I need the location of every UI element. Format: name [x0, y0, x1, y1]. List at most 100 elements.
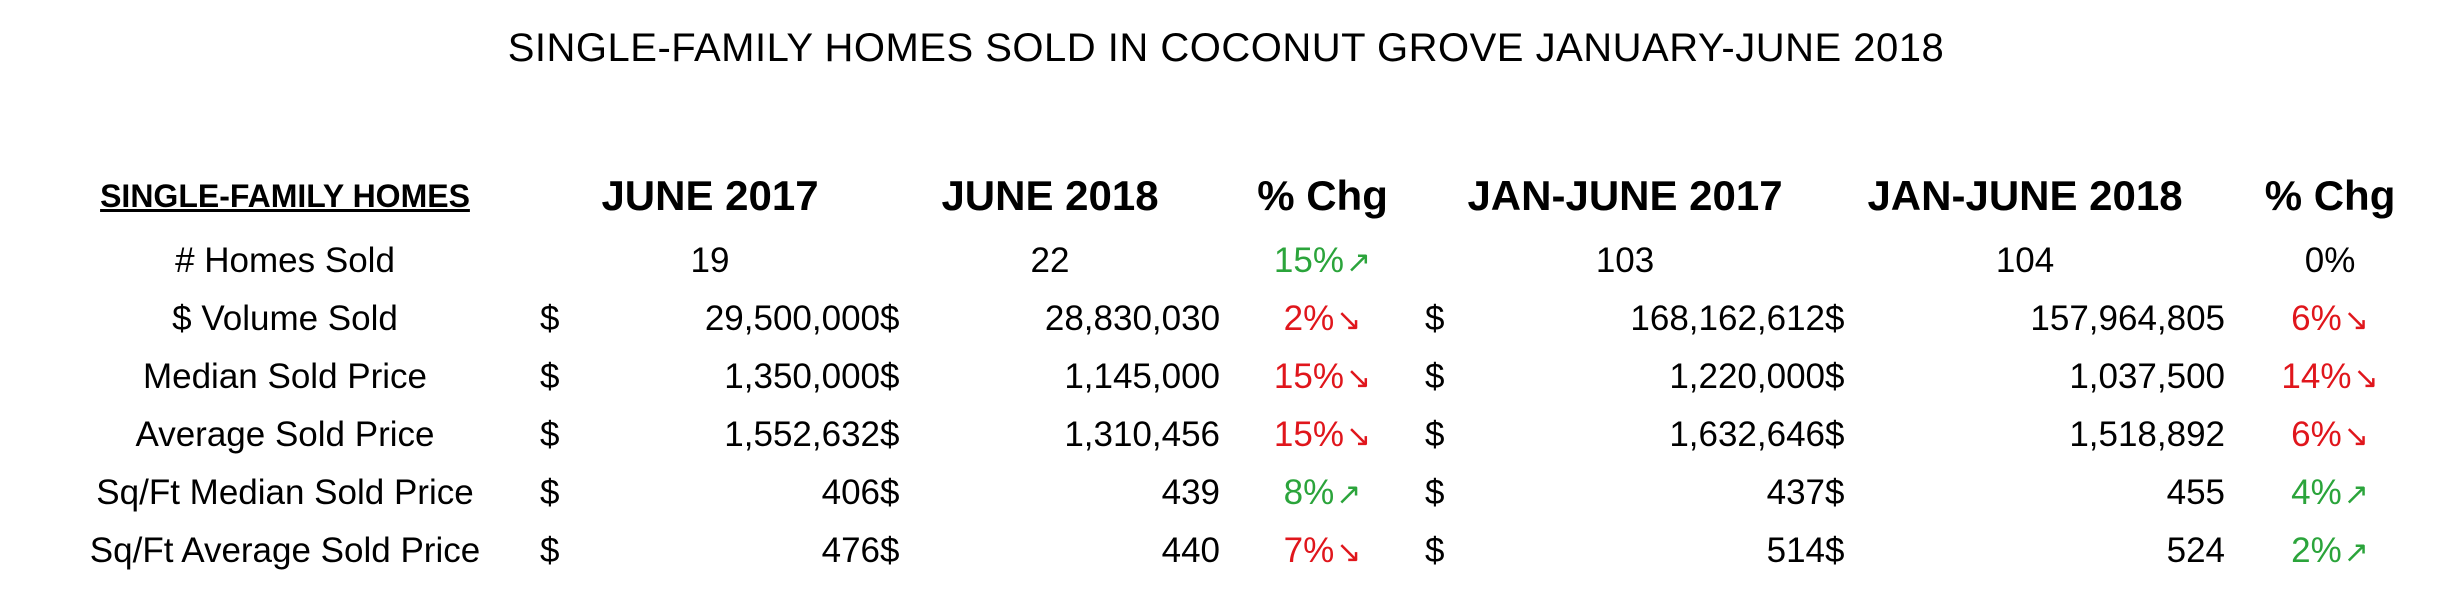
row-label: # Homes Sold — [175, 241, 395, 280]
percent-change-value: 8% — [1283, 473, 1335, 512]
arrow-down-right-icon: ↘ — [1345, 420, 1372, 453]
row-label: $ Volume Sold — [172, 299, 398, 338]
percent-change-value: 14% — [2281, 357, 2352, 396]
june-2017-value: 29,500,000 — [704, 299, 881, 338]
currency-symbol: $ — [880, 415, 900, 454]
ytd-change: 6%↘ — [2225, 290, 2435, 348]
table-row: # Homes Sold 19 22 15%↗ 103 104 0% — [30, 232, 2435, 290]
jan-june-2017-value: 1,220,000 — [1669, 357, 1826, 396]
currency-symbol: $ — [540, 299, 560, 338]
monthly-change: 15%↘ — [1220, 348, 1425, 406]
currency-symbol: $ — [540, 473, 560, 512]
currency-symbol: $ — [880, 299, 900, 338]
ytd-change: 2%↗ — [2225, 522, 2435, 580]
table-row: Average Sold Price $1,552,632 $1,310,456 15… — [30, 406, 2435, 464]
jan-june-2018-value: 1,037,500 — [2069, 357, 2226, 396]
percent-change-value: 7% — [1283, 531, 1335, 570]
table-row: Median Sold Price $1,350,000 $1,145,000 15%… — [30, 348, 2435, 406]
column-header-june-2017: JUNE 2017 — [601, 172, 819, 219]
monthly-change: 2%↘ — [1220, 290, 1425, 348]
arrow-up-right-icon: ↗ — [1345, 246, 1372, 279]
jan-june-2018-value: 524 — [2166, 531, 2226, 570]
june-2017-value: 1,350,000 — [724, 357, 881, 396]
currency-symbol: $ — [1425, 299, 1445, 338]
column-header-june-2018: JUNE 2018 — [941, 172, 1159, 219]
currency-symbol: $ — [1825, 531, 1845, 570]
june-2018-value: 440 — [1161, 531, 1221, 570]
arrow-down-right-icon: ↘ — [1336, 536, 1362, 569]
currency-symbol: $ — [540, 357, 560, 396]
currency-symbol: $ — [540, 531, 560, 570]
monthly-change: 15%↗ — [1220, 232, 1425, 290]
jan-june-2018-value: 455 — [2166, 473, 2226, 512]
currency-symbol: $ — [1825, 473, 1845, 512]
ytd-change: 4%↗ — [2225, 464, 2435, 522]
june-2017-value: 476 — [821, 531, 881, 570]
percent-change-value: 15% — [1273, 415, 1344, 454]
jan-june-2017-value: 168,162,612 — [1630, 299, 1826, 338]
percent-change-value: 4% — [2291, 473, 2342, 512]
row-header-label: SINGLE-FAMILY HOMES — [100, 177, 470, 214]
jan-june-2018-value: 157,964,805 — [2030, 299, 2226, 338]
row-label: Sq/Ft Median Sold Price — [96, 473, 474, 512]
page-title: SINGLE-FAMILY HOMES SOLD IN COCONUT GROV… — [507, 26, 1945, 70]
percent-change-value: 2% — [1283, 299, 1335, 338]
currency-symbol: $ — [540, 415, 560, 454]
monthly-change: 15%↘ — [1220, 406, 1425, 464]
percent-change-value: 15% — [1273, 241, 1344, 280]
table-row: Sq/Ft Average Sold Price $476 $440 7%↘ $514 $… — [30, 522, 2435, 580]
percent-change-value: 15% — [1273, 357, 1344, 396]
june-2018-value: 1,310,456 — [1064, 415, 1221, 454]
ytd-change: 14%↘ — [2225, 348, 2435, 406]
june-2018-value: 1,145,000 — [1064, 357, 1221, 396]
column-header-chg-ytd: % Chg — [2264, 172, 2396, 219]
table-row: $ Volume Sold $29,500,000 $28,830,030 2%↘ $1… — [30, 290, 2435, 348]
currency-symbol: $ — [1825, 415, 1845, 454]
column-header-jan-june-2017: JAN-JUNE 2017 — [1467, 172, 1783, 219]
row-label: Average Sold Price — [135, 415, 435, 454]
june-2017-value: 406 — [821, 473, 881, 512]
jan-june-2017-value: 437 — [1766, 473, 1826, 512]
percent-change-value: 6% — [2291, 415, 2342, 454]
currency-symbol: $ — [1425, 357, 1445, 396]
june-2017-value: 1,552,632 — [724, 415, 881, 454]
header-row: SINGLE-FAMILY HOMES JUNE 2017 JUNE 2018 … — [30, 160, 2435, 232]
table-row: Sq/Ft Median Sold Price $406 $439 8%↗ $437 $4… — [30, 464, 2435, 522]
arrow-up-right-icon: ↗ — [1336, 478, 1362, 511]
currency-symbol: $ — [1425, 473, 1445, 512]
jan-june-2018-value: 104 — [1995, 241, 2055, 280]
percent-change-value: 6% — [2291, 299, 2342, 338]
currency-symbol: $ — [880, 357, 900, 396]
currency-symbol: $ — [880, 531, 900, 570]
percent-change-value: 0% — [2304, 241, 2356, 280]
june-2018-value: 22 — [1030, 241, 1070, 280]
currency-symbol: $ — [880, 473, 900, 512]
currency-symbol: $ — [1825, 357, 1845, 396]
jan-june-2018-value: 1,518,892 — [2069, 415, 2226, 454]
monthly-change: 8%↗ — [1220, 464, 1425, 522]
arrow-down-right-icon: ↘ — [1336, 304, 1362, 337]
ytd-change: 0% — [2225, 232, 2435, 290]
currency-symbol: $ — [1425, 415, 1445, 454]
june-2018-value: 28,830,030 — [1044, 299, 1221, 338]
row-label: Sq/Ft Average Sold Price — [89, 531, 481, 570]
arrow-down-right-icon: ↘ — [1345, 362, 1372, 395]
arrow-down-right-icon: ↘ — [2343, 420, 2369, 453]
column-header-chg-monthly: % Chg — [1257, 172, 1388, 219]
column-header-jan-june-2018: JAN-JUNE 2018 — [1867, 172, 2183, 219]
june-2018-value: 439 — [1161, 473, 1221, 512]
arrow-up-right-icon: ↗ — [2343, 478, 2369, 511]
jan-june-2017-value: 1,632,646 — [1669, 415, 1826, 454]
arrow-down-right-icon: ↘ — [2343, 304, 2369, 337]
arrow-up-right-icon: ↗ — [2343, 536, 2369, 569]
percent-change-value: 2% — [2291, 531, 2342, 570]
jan-june-2017-value: 514 — [1766, 531, 1826, 570]
sales-stats-table: SINGLE-FAMILY HOMES JUNE 2017 JUNE 2018 … — [30, 160, 2435, 580]
currency-symbol: $ — [1825, 299, 1845, 338]
ytd-change: 6%↘ — [2225, 406, 2435, 464]
row-label: Median Sold Price — [142, 357, 428, 396]
jan-june-2017-value: 103 — [1595, 241, 1655, 280]
monthly-change: 7%↘ — [1220, 522, 1425, 580]
arrow-down-right-icon: ↘ — [2353, 362, 2379, 395]
june-2017-value: 19 — [690, 241, 730, 280]
